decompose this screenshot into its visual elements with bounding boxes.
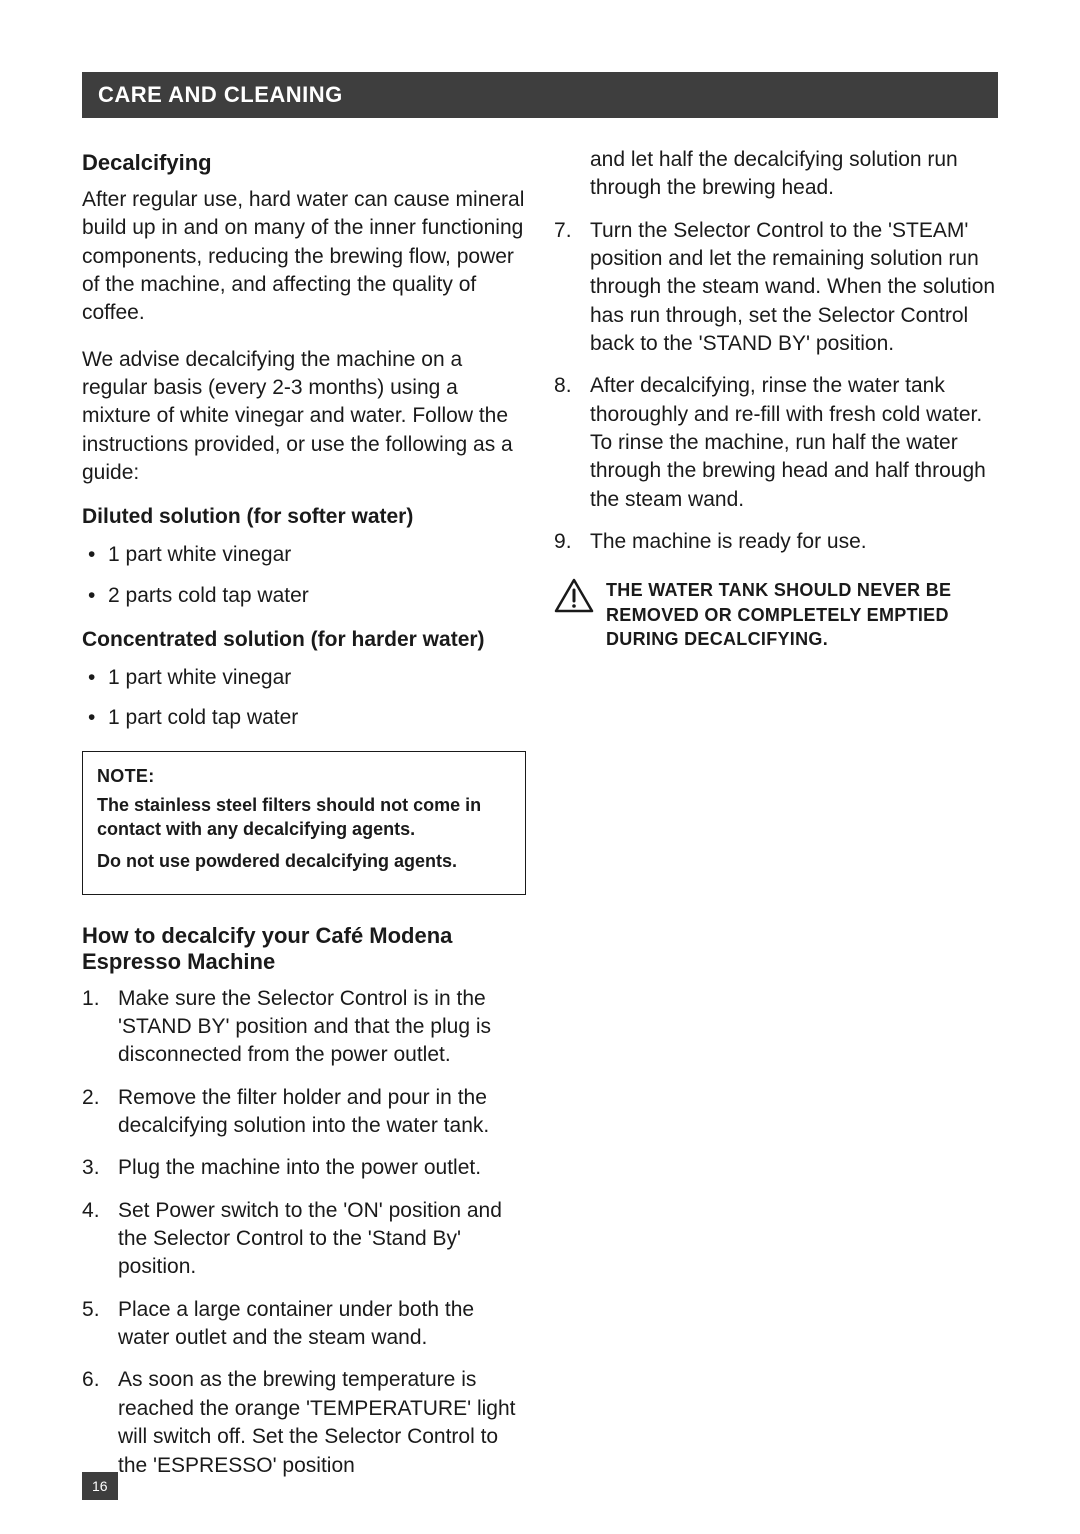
concentrated-heading: Concentrated solution (for harder water) bbox=[82, 628, 526, 652]
list-item: Set Power switch to the 'ON' position an… bbox=[82, 1197, 526, 1282]
warning-text: THE WATER TANK SHOULD NEVER BE REMOVED O… bbox=[606, 578, 998, 651]
list-item: 2 parts cold tap water bbox=[86, 582, 526, 610]
left-column: Decalcifying After regular use, hard wat… bbox=[82, 146, 526, 1494]
note-line: Do not use powdered decalcifying agents. bbox=[97, 849, 511, 873]
step-continuation: and let half the decalcifying solution r… bbox=[554, 146, 998, 203]
list-item: 1 part white vinegar bbox=[86, 541, 526, 569]
list-item: Plug the machine into the power outlet. bbox=[82, 1154, 526, 1182]
steps-list-right: Turn the Selector Control to the 'STEAM'… bbox=[554, 217, 998, 557]
note-title: NOTE: bbox=[97, 766, 511, 787]
decalcifying-heading: Decalcifying bbox=[82, 150, 526, 176]
two-column-layout: Decalcifying After regular use, hard wat… bbox=[82, 146, 998, 1494]
paragraph: After regular use, hard water can cause … bbox=[82, 186, 526, 328]
list-item: The machine is ready for use. bbox=[554, 528, 998, 556]
diluted-list: 1 part white vinegar 2 parts cold tap wa… bbox=[82, 541, 526, 610]
list-item: Turn the Selector Control to the 'STEAM'… bbox=[554, 217, 998, 359]
list-item: Place a large container under both the w… bbox=[82, 1296, 526, 1353]
note-line: The stainless steel filters should not c… bbox=[97, 793, 511, 842]
manual-page: CARE AND CLEANING Decalcifying After reg… bbox=[0, 0, 1080, 1534]
paragraph: We advise decalcifying the machine on a … bbox=[82, 346, 526, 488]
diluted-heading: Diluted solution (for softer water) bbox=[82, 505, 526, 529]
list-item: After decalcifying, rinse the water tank… bbox=[554, 372, 998, 514]
list-item: 1 part white vinegar bbox=[86, 664, 526, 692]
list-item: 1 part cold tap water bbox=[86, 704, 526, 732]
section-header: CARE AND CLEANING bbox=[82, 72, 998, 118]
list-item: As soon as the brewing temperature is re… bbox=[82, 1366, 526, 1479]
warning-icon bbox=[554, 578, 594, 614]
steps-list-left: Make sure the Selector Control is in the… bbox=[82, 985, 526, 1480]
concentrated-list: 1 part white vinegar 1 part cold tap wat… bbox=[82, 664, 526, 733]
warning-block: THE WATER TANK SHOULD NEVER BE REMOVED O… bbox=[554, 578, 998, 651]
list-item: Remove the filter holder and pour in the… bbox=[82, 1084, 526, 1141]
note-box: NOTE: The stainless steel filters should… bbox=[82, 751, 526, 895]
howto-heading: How to decalcify your Café Modena Espres… bbox=[82, 923, 526, 975]
right-column: and let half the decalcifying solution r… bbox=[554, 146, 998, 1494]
page-number: 16 bbox=[82, 1472, 118, 1500]
list-item: Make sure the Selector Control is in the… bbox=[82, 985, 526, 1070]
